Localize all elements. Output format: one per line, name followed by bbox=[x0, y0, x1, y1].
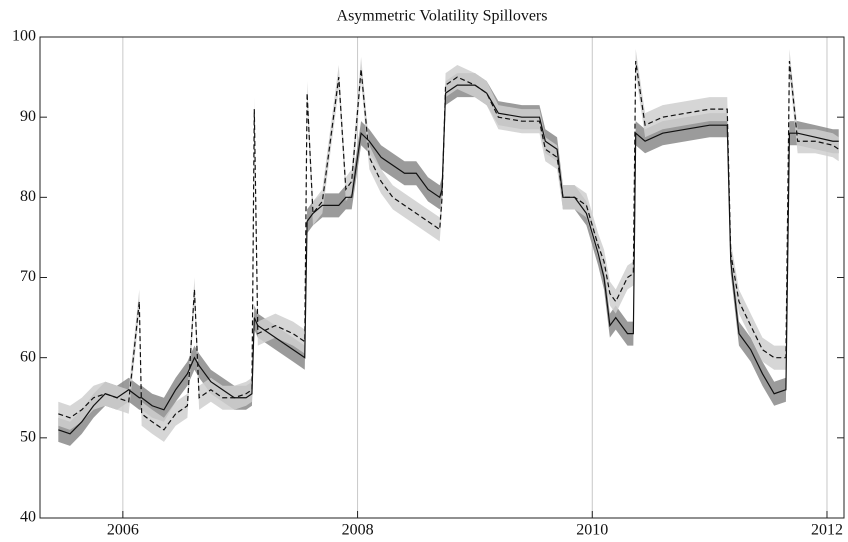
chart-title: Asymmetric Volatility Spillovers bbox=[337, 8, 548, 25]
y-tick-label: 50 bbox=[20, 429, 36, 446]
x-tick-label: 2012 bbox=[811, 522, 843, 539]
y-tick-label: 40 bbox=[20, 509, 36, 526]
plot-frame bbox=[39, 36, 845, 519]
y-tick-label: 90 bbox=[20, 108, 36, 125]
x-tick-label: 2010 bbox=[576, 522, 608, 539]
series-line bbox=[58, 60, 840, 431]
x-tick-label: 2008 bbox=[342, 522, 374, 539]
y-tick-label: 70 bbox=[20, 268, 36, 285]
y-tick-label: 100 bbox=[12, 28, 36, 45]
y-tick-label: 60 bbox=[20, 348, 36, 365]
y-tick-label: 80 bbox=[20, 188, 36, 205]
x-tick-label: 2006 bbox=[107, 522, 139, 539]
